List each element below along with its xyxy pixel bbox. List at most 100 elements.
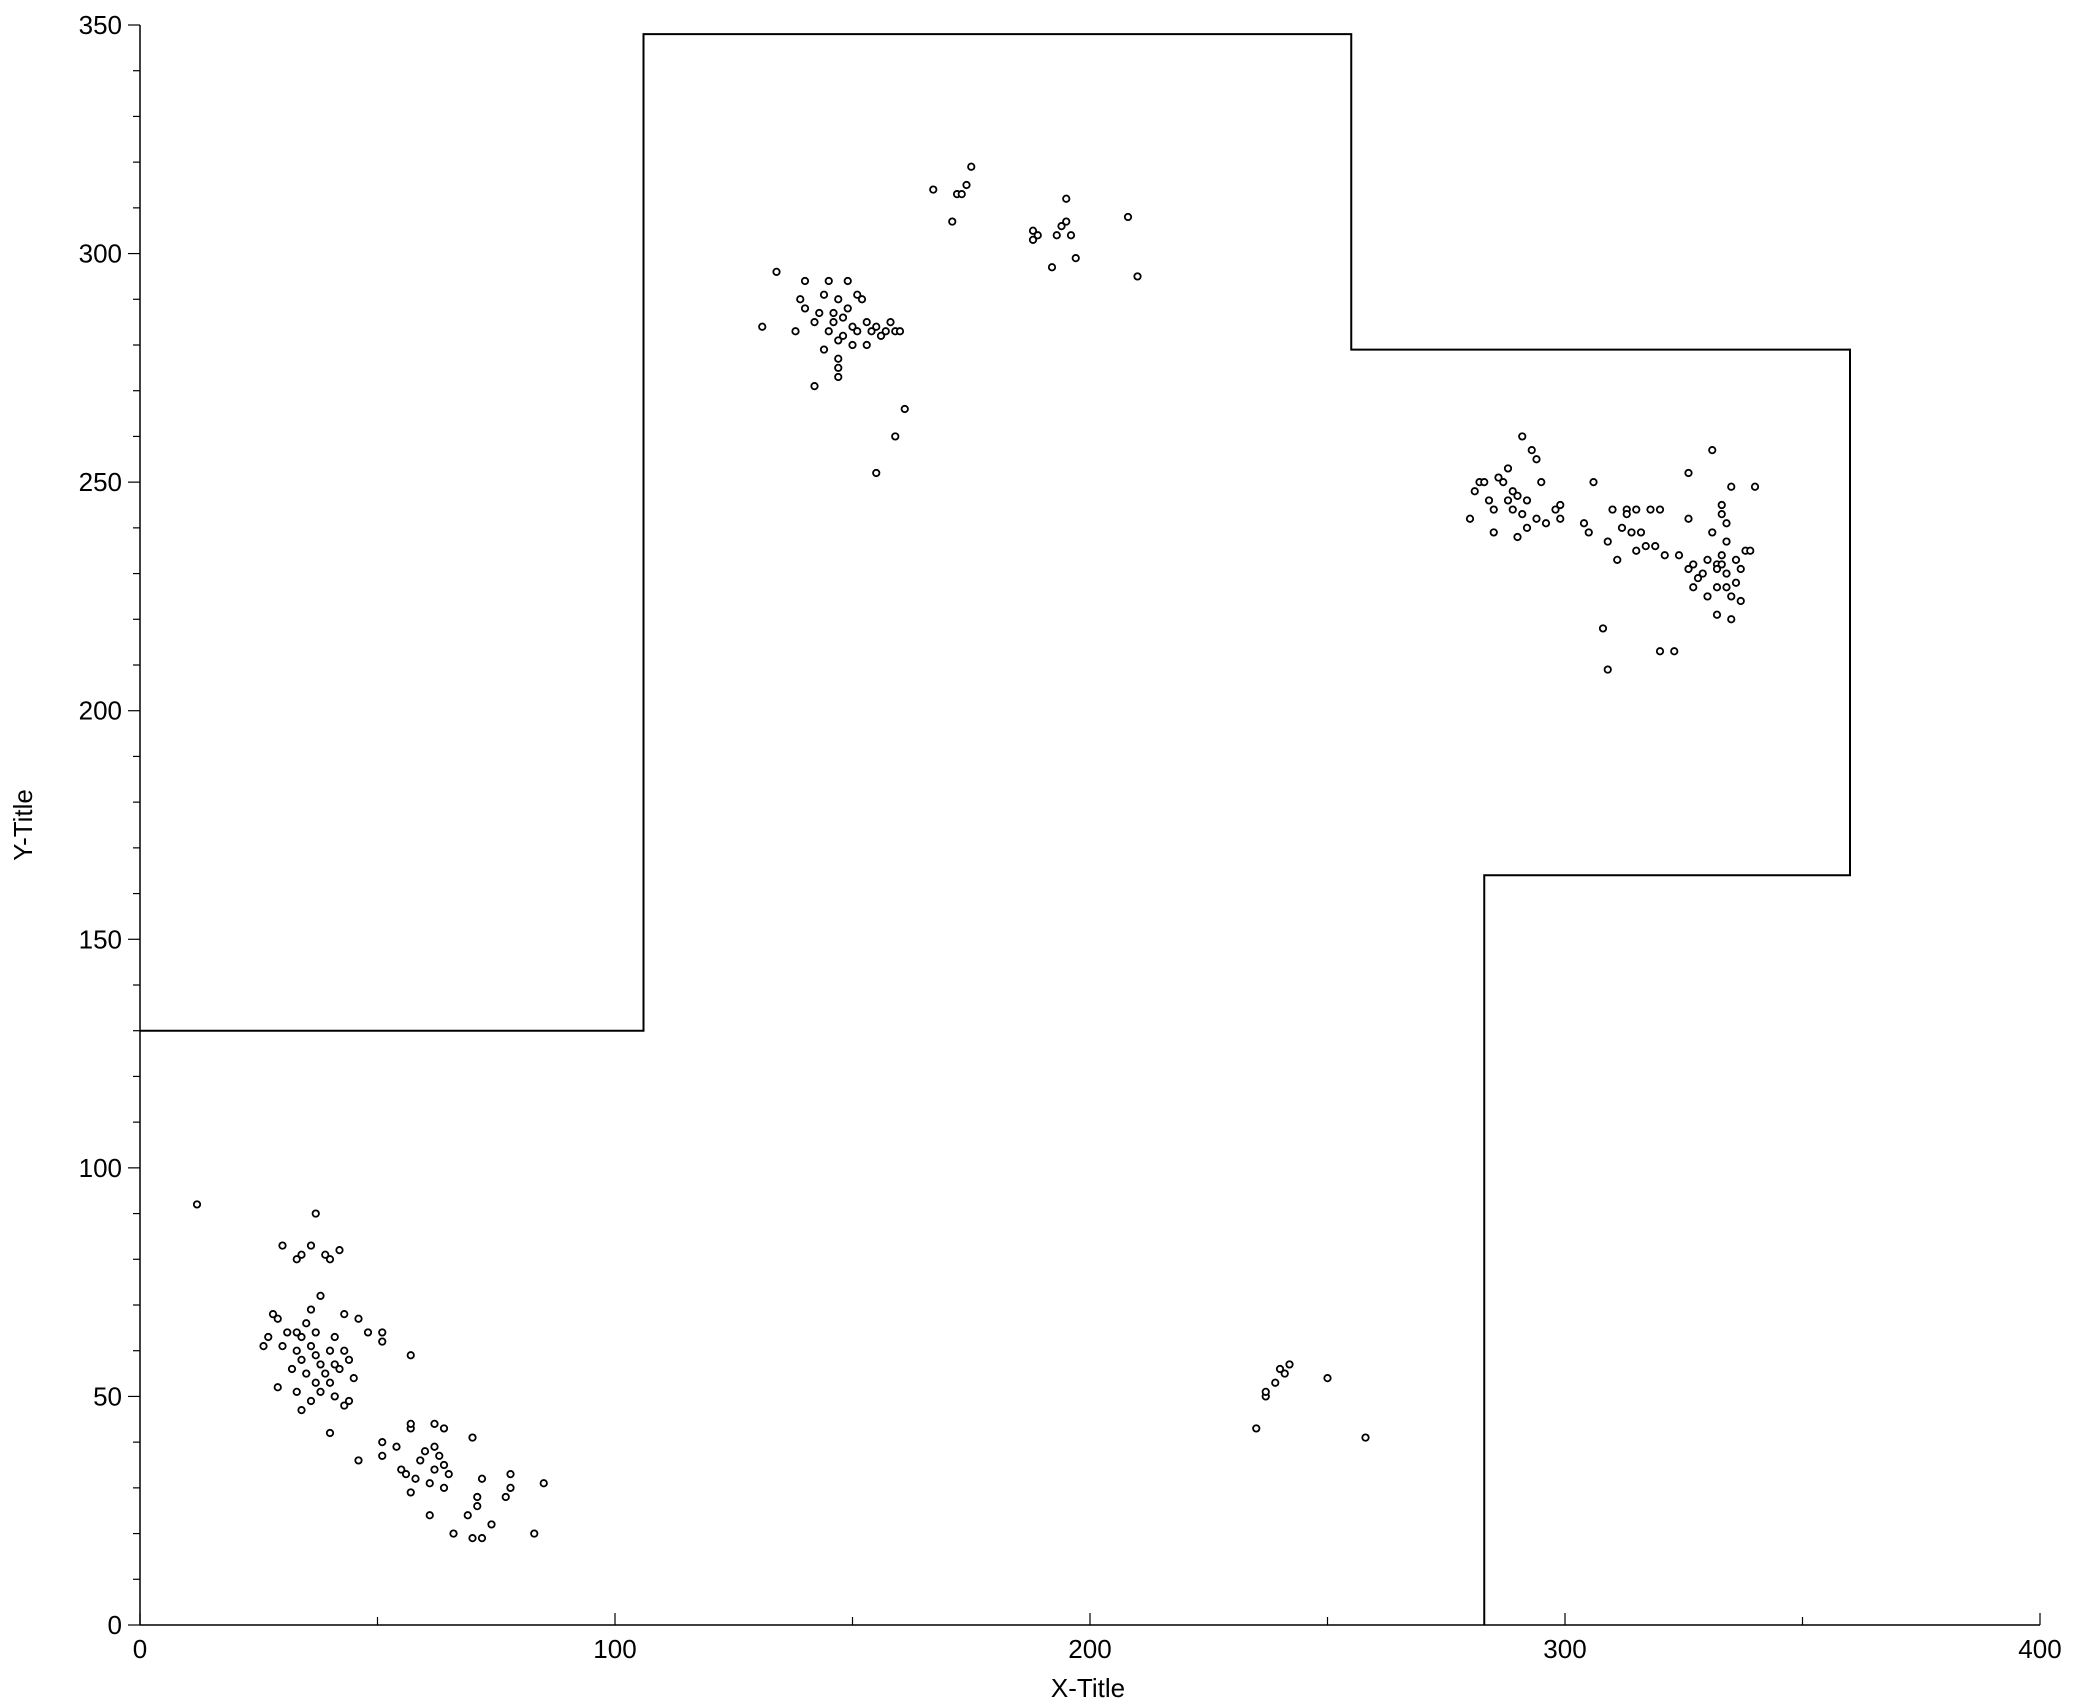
data-point (1622, 510, 1631, 519)
data-point (487, 1520, 496, 1529)
boundary-outline (140, 33, 1851, 1625)
data-point (1541, 519, 1551, 528)
data-point (1503, 464, 1513, 473)
data-point (1123, 212, 1133, 222)
data-point (297, 1332, 306, 1342)
data-point (335, 1246, 344, 1255)
data-point (895, 327, 905, 336)
data-point (1655, 505, 1665, 514)
data-point (1717, 560, 1726, 569)
data-point (468, 1433, 477, 1442)
data-point (297, 1250, 306, 1259)
data-point (473, 1502, 482, 1511)
data-point (297, 1406, 306, 1415)
data-point (810, 318, 819, 327)
data-point (843, 276, 852, 286)
data-point (1532, 514, 1541, 523)
data-point (306, 1305, 316, 1314)
data-point (1494, 473, 1503, 482)
data-point (929, 185, 938, 194)
data-point (800, 276, 810, 286)
data-point (1722, 569, 1731, 578)
data-point (1470, 487, 1479, 496)
data-point (363, 1328, 373, 1337)
data-point (477, 1474, 487, 1483)
data-point (325, 1255, 335, 1264)
data-point (1684, 468, 1693, 478)
data-point (957, 190, 966, 199)
data-point (430, 1465, 439, 1474)
data-point (435, 1451, 444, 1460)
data-point (1693, 574, 1703, 583)
data-point (1033, 231, 1042, 240)
data-point (1062, 194, 1071, 203)
tick-labels: 0 100 200 300 400 0 50 100 150 200 250 300 350 (79, 10, 2062, 1664)
data-point (891, 432, 900, 441)
data-point (1527, 446, 1536, 455)
x-tick-label: 300 (1543, 1634, 1586, 1664)
data-point (306, 1241, 316, 1250)
data-point (758, 322, 767, 331)
x-tick-label: 200 (1068, 1634, 1111, 1664)
data-point (1028, 226, 1038, 235)
data-point (1556, 500, 1565, 510)
data-point (430, 1419, 439, 1428)
data-point (1660, 551, 1669, 560)
data-point (1708, 446, 1717, 455)
data-point (297, 1355, 306, 1364)
data-point (881, 327, 890, 336)
data-point (1722, 583, 1731, 592)
data-point (473, 1492, 482, 1502)
data-point (1513, 532, 1522, 542)
data-point (1361, 1433, 1370, 1442)
data-point (302, 1319, 311, 1328)
data-point (463, 1511, 472, 1520)
data-point (1508, 505, 1517, 514)
data-point (1712, 583, 1722, 592)
data-point (311, 1209, 320, 1218)
y-tick-label: 150 (79, 924, 122, 954)
data-point (1632, 505, 1641, 514)
x-tick-label: 0 (133, 1634, 147, 1664)
data-point (1750, 482, 1760, 491)
data-point (530, 1529, 539, 1538)
data-point (273, 1314, 282, 1323)
data-point (829, 308, 838, 318)
data-point (1708, 528, 1717, 537)
data-point (1674, 551, 1684, 560)
data-point (292, 1255, 301, 1264)
data-point (397, 1465, 406, 1474)
data-point (311, 1351, 320, 1360)
data-point (1071, 254, 1080, 263)
data-point (1722, 537, 1731, 546)
x-tick-label: 100 (593, 1634, 636, 1664)
data-point (378, 1328, 387, 1337)
data-point (406, 1351, 415, 1360)
data-point (330, 1360, 339, 1369)
data-point (354, 1456, 363, 1465)
data-point (1717, 510, 1726, 519)
data-point (344, 1355, 354, 1364)
y-tick-label: 50 (93, 1381, 122, 1411)
data-point (948, 217, 957, 226)
data-point (311, 1378, 320, 1387)
data-point (268, 1310, 278, 1319)
data-point (325, 1428, 335, 1438)
data-point (1603, 665, 1612, 674)
data-point (292, 1387, 301, 1396)
data-point (1684, 514, 1693, 523)
data-point (330, 1332, 339, 1342)
data-point (1513, 491, 1522, 500)
data-point (444, 1470, 453, 1479)
data-point (449, 1529, 458, 1538)
data-point (1522, 523, 1532, 532)
data-point (1551, 505, 1560, 514)
data-point (321, 1369, 330, 1378)
data-point (411, 1474, 420, 1483)
data-point (1617, 523, 1627, 532)
data-point (1641, 542, 1650, 551)
data-point (834, 336, 843, 345)
data-point (1489, 528, 1498, 537)
data-point (349, 1374, 358, 1383)
data-point (287, 1364, 297, 1374)
